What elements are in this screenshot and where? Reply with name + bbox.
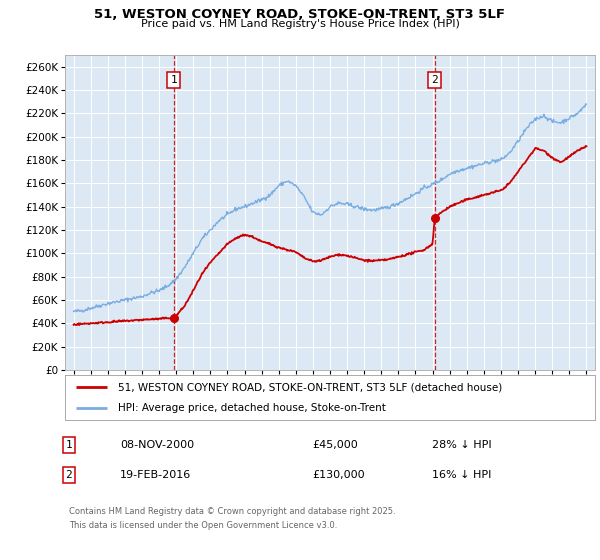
Text: £130,000: £130,000 (312, 470, 365, 480)
Text: 28% ↓ HPI: 28% ↓ HPI (432, 440, 491, 450)
Text: This data is licensed under the Open Government Licence v3.0.: This data is licensed under the Open Gov… (69, 520, 337, 530)
Text: 51, WESTON COYNEY ROAD, STOKE-ON-TRENT, ST3 5LF: 51, WESTON COYNEY ROAD, STOKE-ON-TRENT, … (95, 8, 505, 21)
Text: 2: 2 (431, 75, 438, 85)
Text: HPI: Average price, detached house, Stoke-on-Trent: HPI: Average price, detached house, Stok… (118, 403, 386, 413)
Text: 16% ↓ HPI: 16% ↓ HPI (432, 470, 491, 480)
Text: 51, WESTON COYNEY ROAD, STOKE-ON-TRENT, ST3 5LF (detached house): 51, WESTON COYNEY ROAD, STOKE-ON-TRENT, … (118, 382, 502, 392)
Text: 1: 1 (65, 440, 73, 450)
Text: £45,000: £45,000 (312, 440, 358, 450)
Text: Price paid vs. HM Land Registry's House Price Index (HPI): Price paid vs. HM Land Registry's House … (140, 19, 460, 29)
Text: 08-NOV-2000: 08-NOV-2000 (120, 440, 194, 450)
Text: 2: 2 (65, 470, 73, 480)
Text: 19-FEB-2016: 19-FEB-2016 (120, 470, 191, 480)
Text: Contains HM Land Registry data © Crown copyright and database right 2025.: Contains HM Land Registry data © Crown c… (69, 507, 395, 516)
Text: 1: 1 (170, 75, 177, 85)
